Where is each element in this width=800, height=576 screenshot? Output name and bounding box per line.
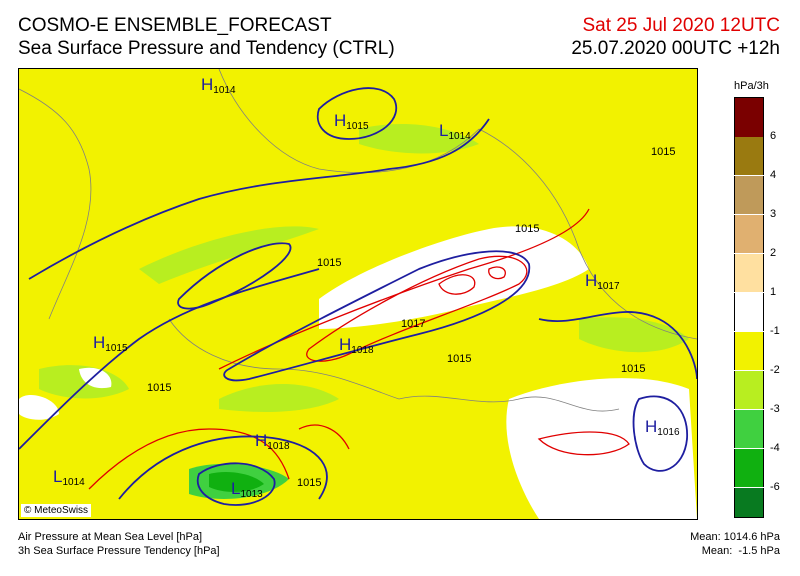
footer-means: Mean: 1014.6 hPa Mean: -1.5 hPa [690, 530, 780, 558]
isobar-label: 1015 [147, 382, 172, 394]
legend-tick: -4 [770, 442, 780, 454]
pressure-center-l: L1013 [231, 479, 263, 500]
time-block: Sat 25 Jul 2020 12UTC 25.07.2020 00UTC +… [571, 14, 780, 60]
footer-variables: Air Pressure at Mean Sea Level [hPa] 3h … [18, 530, 220, 558]
pressure-center-h: H1015 [93, 333, 128, 354]
legend-swatch [734, 371, 764, 409]
tendency-fill [19, 124, 697, 519]
country-borders [19, 69, 697, 412]
run-time: 25.07.2020 00UTC +12h [571, 38, 780, 59]
forecast-map: H1014 H1015 L1014 H1017 H1015 H1018 H101… [18, 68, 698, 520]
isobar-label: 1017 [401, 318, 426, 330]
legend-tick: -3 [770, 403, 780, 415]
legend-swatch [734, 488, 764, 518]
isobar-label: 1015 [515, 223, 540, 235]
legend-swatch [734, 332, 764, 370]
legend-swatch [734, 137, 764, 175]
footer-mean-2: Mean: -1.5 hPa [701, 545, 780, 557]
legend-swatch [734, 215, 764, 253]
pressure-center-l: L1014 [439, 121, 471, 142]
pressure-center-h: H1016 [645, 417, 680, 438]
pressure-center-h: H1017 [585, 271, 620, 292]
footer-variable-2: 3h Sea Surface Pressure Tendency [hPa] [18, 545, 220, 557]
footer-mean-1: Mean: 1014.6 hPa [690, 531, 780, 543]
isobar-label: 1015 [447, 353, 472, 365]
isobar-label: 1015 [317, 257, 342, 269]
legend-swatch [734, 176, 764, 214]
legend-swatch [734, 410, 764, 448]
pressure-center-h: H1018 [255, 431, 290, 452]
legend-tick: 4 [770, 169, 777, 181]
pressure-center-h: H1014 [201, 75, 236, 96]
legend-unit: hPa/3h [734, 80, 769, 92]
pressure-center-h: H1015 [334, 111, 369, 132]
copyright: © MeteoSwiss [21, 504, 92, 517]
isobars [19, 87, 697, 506]
legend-tick: 3 [770, 208, 777, 220]
pressure-center-h: H1018 [339, 335, 374, 356]
pressure-center-l: L1014 [53, 467, 85, 488]
legend-tick: -1 [770, 325, 780, 337]
legend-tick: -6 [770, 481, 780, 493]
legend-swatch [734, 449, 764, 487]
isobar-label: 1015 [297, 477, 322, 489]
legend-swatch [734, 293, 764, 331]
title-line-2: Sea Surface Pressure and Tendency (CTRL) [18, 38, 395, 59]
legend-tick: -2 [770, 364, 780, 376]
legend-tick: 1 [770, 286, 777, 298]
isobar-label: 1015 [651, 146, 676, 158]
title-block: COSMO-E ENSEMBLE_FORECAST Sea Surface Pr… [18, 14, 395, 60]
legend-tick: 2 [770, 247, 777, 259]
map-graphics [19, 69, 697, 519]
legend-swatch [734, 97, 764, 137]
title-line-1: COSMO-E ENSEMBLE_FORECAST [18, 15, 332, 36]
legend-tick: 6 [770, 130, 777, 142]
legend-swatch [734, 254, 764, 292]
isobar-label: 1015 [621, 363, 646, 375]
valid-time: Sat 25 Jul 2020 12UTC [582, 15, 780, 36]
footer-variable-1: Air Pressure at Mean Sea Level [hPa] [18, 531, 203, 543]
